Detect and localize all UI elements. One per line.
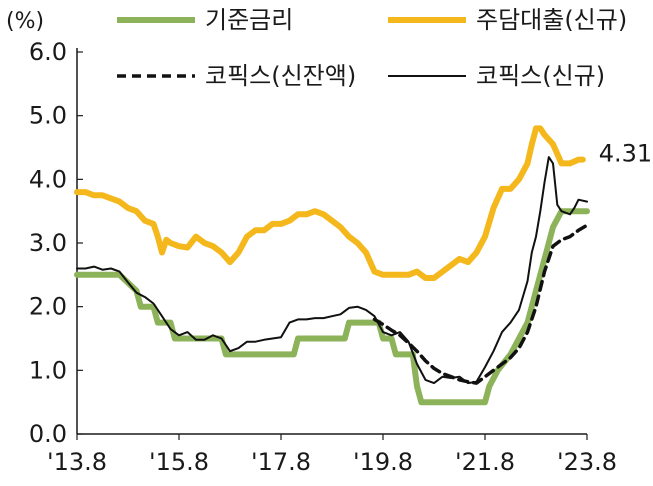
end-value-annotation: 4.31 xyxy=(599,140,652,168)
y-tick-label: 6.0 xyxy=(29,38,67,66)
y-tick-label: 3.0 xyxy=(29,229,67,257)
legend: 기준금리 주담대출(신규) 코픽스(신잔액) 코픽스(신규) xyxy=(117,6,627,90)
legend-label-4: 코픽스(신규) xyxy=(476,62,605,90)
x-tick-label: '17.8 xyxy=(251,448,311,476)
series-line-1 xyxy=(74,208,590,406)
series-line-2 xyxy=(74,125,586,281)
y-unit-label: (%) xyxy=(6,9,44,34)
x-tick-label: '21.8 xyxy=(455,448,515,476)
axes: 0.0 1.0 2.0 3.0 4.0 5.0 6.0 '13.8 '15.8 '17.8 '19.… xyxy=(29,38,617,476)
y-tick-label: 2.0 xyxy=(29,293,67,321)
series-line-4 xyxy=(76,156,588,385)
legend-label-2: 주담대출(신규) xyxy=(476,6,627,34)
x-tick-label: '15.8 xyxy=(149,448,209,476)
y-tick-label: 1.0 xyxy=(29,356,67,384)
y-tick-label: 5.0 xyxy=(29,102,67,130)
x-tick-label: '13.8 xyxy=(47,448,107,476)
series-layer xyxy=(74,125,590,406)
x-tick-label: '19.8 xyxy=(353,448,413,476)
legend-label-3: 코픽스(신잔액) xyxy=(205,62,356,90)
legend-label-1: 기준금리 xyxy=(205,6,293,34)
y-tick-label: 4.0 xyxy=(29,165,67,193)
x-tick-label: '23.8 xyxy=(557,448,617,476)
y-tick-label: 0.0 xyxy=(29,420,67,448)
